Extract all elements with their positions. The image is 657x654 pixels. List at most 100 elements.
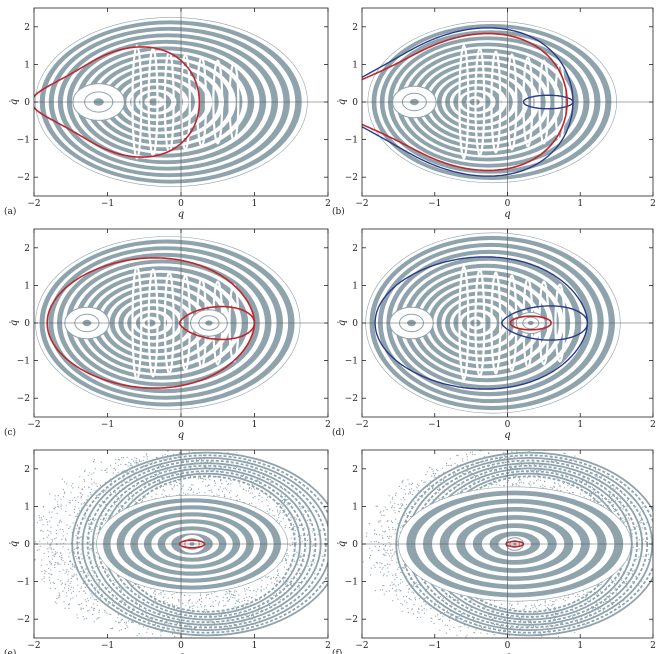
chaos-point: [56, 533, 58, 535]
chaos-point: [65, 504, 67, 506]
chaos-point: [432, 487, 434, 490]
chaos-point: [258, 480, 260, 483]
chaos-point: [72, 590, 74, 593]
chaos-point: [254, 496, 256, 498]
chaos-point: [473, 474, 475, 476]
chaos-point: [108, 487, 110, 489]
chaos-point: [238, 482, 240, 484]
chaos-point: [158, 446, 159, 447]
chaos-point: [105, 489, 107, 491]
chaos-point: [96, 525, 98, 528]
chaos-point: [434, 474, 436, 476]
chaos-point: [219, 601, 221, 603]
chaos-point: [405, 493, 407, 495]
chaos-point: [397, 584, 399, 586]
chaos-point: [106, 467, 108, 470]
chaos-point: [277, 509, 279, 511]
chaos-point: [563, 483, 565, 485]
chaos-point: [153, 617, 155, 619]
chaos-point: [80, 570, 82, 573]
chaos-point: [66, 524, 68, 526]
chaos-point: [99, 525, 101, 527]
chaos-point: [98, 611, 100, 613]
chaos-point: [110, 613, 112, 616]
chaos-point: [72, 576, 74, 578]
chaos-point: [284, 514, 286, 516]
chaos-point: [88, 487, 90, 489]
chaos-point: [436, 488, 439, 490]
chaos-point: [408, 483, 410, 485]
chaos-point: [56, 501, 59, 503]
chaos-point: [84, 515, 86, 517]
chaos-point: [431, 475, 433, 477]
chaos-point: [273, 583, 276, 585]
chaos-point: [425, 474, 427, 476]
chaos-point: [317, 534, 319, 536]
y-tick-label: 0: [352, 319, 358, 329]
chaos-point: [91, 585, 94, 588]
chaos-point: [261, 579, 263, 582]
chaos-point: [97, 600, 99, 603]
chaos-point: [84, 599, 86, 601]
chaos-point: [76, 578, 79, 580]
chaos-point: [241, 630, 243, 632]
chaos-point: [72, 499, 74, 502]
chaos-point: [594, 491, 597, 493]
chaos-point: [480, 626, 483, 629]
chaos-point: [176, 623, 178, 625]
chaos-point: [449, 628, 451, 630]
chaos-point: [167, 469, 169, 471]
chaos-point: [591, 486, 594, 488]
chaos-point: [379, 512, 381, 514]
x-axis-label: q: [504, 430, 510, 441]
chaos-point: [223, 495, 226, 497]
chaos-point: [191, 602, 193, 604]
y-axis-label: q̇: [337, 320, 348, 326]
chaos-point: [200, 593, 202, 595]
chaos-point: [71, 568, 73, 571]
chaos-point: [292, 541, 294, 544]
chaos-point: [91, 607, 93, 609]
chaos-point: [53, 564, 56, 566]
chaos-point: [249, 487, 251, 489]
chaos-point: [277, 511, 279, 513]
chaos-point: [288, 527, 291, 529]
chaos-point: [88, 610, 90, 612]
chaos-point: [285, 524, 287, 526]
chaos-point: [402, 567, 404, 569]
chaos-point: [71, 592, 73, 594]
chaos-point: [117, 464, 120, 466]
chaos-point: [400, 503, 402, 505]
chaos-point: [384, 530, 387, 532]
chaos-point: [191, 484, 193, 486]
chaos-point: [57, 524, 59, 526]
chaos-point: [395, 574, 397, 577]
x-tick-label: 0: [178, 199, 184, 209]
chaos-point: [44, 570, 46, 572]
chaos-point: [118, 459, 121, 461]
chaos-point: [383, 548, 385, 550]
chaos-point: [196, 601, 199, 603]
chaos-point: [57, 562, 59, 564]
chaos-point: [480, 450, 482, 452]
chaos-point: [434, 615, 437, 617]
chaos-point: [640, 516, 642, 518]
chaos-point: [268, 509, 270, 511]
chaos-point: [225, 487, 227, 489]
panel-label: (d): [332, 427, 345, 438]
chaos-point: [60, 552, 62, 555]
chaos-point: [369, 547, 371, 549]
chaos-point: [84, 517, 86, 519]
chaos-point: [119, 587, 121, 589]
chaos-point: [142, 499, 144, 502]
chaos-point: [69, 499, 71, 502]
chaos-point: [178, 493, 180, 496]
chaos-point: [567, 485, 569, 487]
chaos-point: [162, 455, 164, 457]
chaos-point: [610, 579, 613, 581]
chaos-point: [95, 518, 97, 520]
chaos-point: [507, 480, 509, 482]
chaos-point: [162, 590, 164, 593]
chaos-point: [87, 474, 89, 477]
chaos-point: [208, 593, 210, 596]
